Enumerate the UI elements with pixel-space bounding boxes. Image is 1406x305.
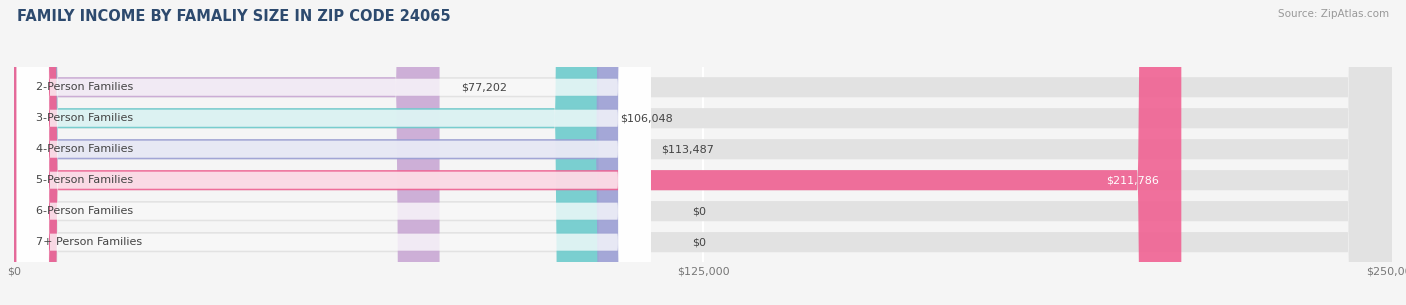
Text: FAMILY INCOME BY FAMALIY SIZE IN ZIP CODE 24065: FAMILY INCOME BY FAMALIY SIZE IN ZIP COD… — [17, 9, 450, 24]
FancyBboxPatch shape — [17, 0, 651, 305]
FancyBboxPatch shape — [14, 0, 1392, 305]
Text: $77,202: $77,202 — [461, 82, 508, 92]
Text: $113,487: $113,487 — [662, 144, 714, 154]
FancyBboxPatch shape — [14, 0, 1392, 305]
FancyBboxPatch shape — [14, 0, 1392, 305]
Text: 4-Person Families: 4-Person Families — [37, 144, 134, 154]
Text: 6-Person Families: 6-Person Families — [37, 206, 134, 216]
FancyBboxPatch shape — [14, 0, 599, 305]
FancyBboxPatch shape — [14, 0, 1181, 305]
FancyBboxPatch shape — [14, 0, 1392, 305]
Text: Source: ZipAtlas.com: Source: ZipAtlas.com — [1278, 9, 1389, 19]
Text: 7+ Person Families: 7+ Person Families — [37, 237, 142, 247]
FancyBboxPatch shape — [17, 0, 651, 305]
Text: $211,786: $211,786 — [1107, 175, 1160, 185]
FancyBboxPatch shape — [17, 0, 651, 305]
FancyBboxPatch shape — [14, 0, 640, 305]
Text: 3-Person Families: 3-Person Families — [37, 113, 134, 123]
FancyBboxPatch shape — [17, 0, 651, 305]
FancyBboxPatch shape — [14, 0, 1392, 305]
FancyBboxPatch shape — [17, 0, 651, 305]
Text: 2-Person Families: 2-Person Families — [37, 82, 134, 92]
Text: $0: $0 — [692, 237, 706, 247]
Text: $106,048: $106,048 — [620, 113, 673, 123]
FancyBboxPatch shape — [14, 0, 440, 305]
Text: 5-Person Families: 5-Person Families — [37, 175, 134, 185]
FancyBboxPatch shape — [17, 0, 651, 305]
Text: $0: $0 — [692, 206, 706, 216]
FancyBboxPatch shape — [14, 0, 1392, 305]
